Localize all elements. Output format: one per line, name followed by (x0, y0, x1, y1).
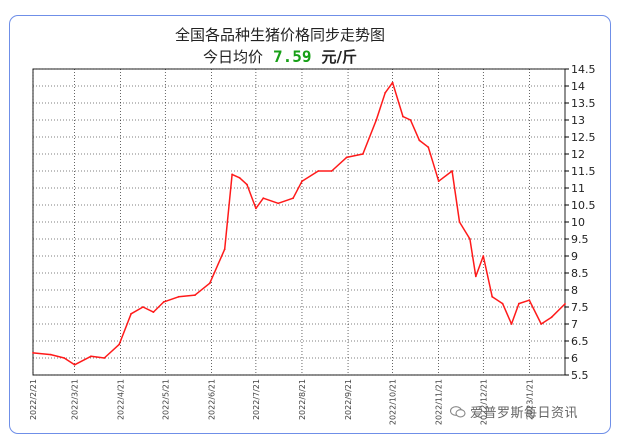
data-point (246, 183, 248, 186)
data-point (255, 207, 257, 210)
y-tick-label: 13 (571, 114, 585, 127)
data-point (317, 170, 320, 172)
y-axis-tick-labels: 5.5 6 6.5 7 7.5 8 8.5 9 9.5 10 10.5 11 11.5 12 12.5 13 1… (571, 63, 596, 382)
y-tick-label: 9 (571, 250, 578, 263)
x-tick-label: 2022/5/21 (161, 379, 170, 420)
plot-area (32, 68, 566, 376)
price-prefix: 今日均价 (202, 48, 263, 66)
data-point (402, 115, 404, 118)
x-tick-label: 2022/7/21 (252, 379, 261, 420)
y-tick-label: 6.5 (571, 335, 589, 348)
chart-subtitle: 今日均价 7.59 元/斤 (0, 46, 560, 67)
data-point (277, 202, 280, 205)
data-point (152, 311, 155, 313)
y-tick-label: 10.5 (571, 199, 596, 212)
price-unit: 元/斤 (321, 48, 358, 66)
data-point (32, 352, 34, 354)
data-point (491, 295, 494, 298)
data-point (528, 299, 531, 302)
watermark: 爱普罗斯每日资讯 (450, 402, 578, 421)
y-tick-label: 14 (571, 80, 585, 93)
data-point (437, 180, 440, 183)
data-point (130, 312, 132, 315)
data-point (391, 81, 394, 84)
x-axis-tick-labels: 2022/2/21 2022/3/21 2022/4/21 2022/5/21 2022… (29, 379, 534, 425)
watermark-text: 爱普罗斯每日资讯 (470, 406, 579, 421)
data-point (458, 221, 461, 223)
x-tick-label: 2022/4/21 (117, 379, 126, 420)
y-tick-label: 6 (571, 352, 578, 365)
y-tick-label: 5.5 (571, 369, 589, 382)
data-point (223, 248, 226, 251)
data-point (564, 303, 566, 305)
series-layer (32, 81, 566, 366)
data-point (73, 363, 76, 366)
data-point (510, 323, 513, 325)
data-point (262, 197, 265, 200)
data-point (501, 302, 504, 305)
data-point (409, 119, 412, 121)
data-point (118, 343, 121, 346)
data-point (427, 146, 430, 149)
data-point (177, 295, 180, 298)
x-tick-label: 2022/11/21 (435, 379, 444, 425)
data-point (162, 301, 165, 303)
y-tick-label: 11.5 (571, 165, 596, 178)
data-point (451, 170, 453, 172)
x-tick-label: 2022/8/21 (298, 379, 307, 420)
y-tick-label: 10 (571, 216, 585, 229)
y-tick-label: 11 (571, 182, 585, 195)
data-point (550, 316, 553, 319)
data-point (518, 302, 520, 305)
vertical-gridlines (32, 69, 530, 375)
x-tick-label: 2022/2/21 (29, 379, 38, 420)
data-point (540, 323, 543, 325)
y-tick-label: 12.5 (571, 131, 596, 144)
x-tick-label: 2023/1/21 (525, 379, 534, 420)
wechat-icon (450, 406, 466, 418)
data-point (63, 357, 66, 359)
x-tick-label: 2022/12/21 (479, 379, 488, 425)
y-tick-label: 7.5 (571, 301, 589, 314)
y-tick-label: 7 (571, 318, 578, 331)
today-average-price: 7.59 (273, 47, 312, 66)
price-line (32, 81, 566, 366)
data-point (103, 357, 106, 359)
data-point (142, 306, 144, 308)
data-point (361, 153, 364, 155)
data-point (330, 170, 333, 172)
data-point (238, 176, 241, 179)
data-point (482, 255, 485, 257)
data-point (49, 353, 52, 356)
data-point (231, 173, 234, 176)
y-tick-label: 12 (571, 148, 585, 161)
data-point (418, 139, 421, 142)
y-tick-label: 8.5 (571, 267, 589, 280)
data-point (384, 91, 387, 94)
data-point (345, 156, 348, 159)
horizontal-gridlines (33, 68, 569, 376)
data-point (208, 282, 211, 285)
x-tick-label: 2022/10/21 (389, 379, 398, 425)
y-tick-label: 8 (571, 284, 578, 297)
data-point (375, 119, 378, 121)
data-point (301, 180, 303, 183)
x-tick-label: 2022/3/21 (71, 379, 80, 420)
x-tick-label: 2022/6/21 (207, 379, 216, 420)
y-tick-label: 14.5 (571, 63, 596, 76)
data-point (474, 275, 477, 278)
data-point (468, 238, 471, 240)
y-tick-label: 13.5 (571, 97, 596, 110)
chart-title: 全国各品种生猪价格同步走势图 (174, 26, 385, 44)
data-point (90, 355, 92, 358)
data-point (292, 197, 294, 200)
y-tick-label: 9.5 (571, 233, 589, 246)
x-tick-label: 2022/9/21 (344, 379, 353, 420)
data-point (194, 294, 196, 296)
